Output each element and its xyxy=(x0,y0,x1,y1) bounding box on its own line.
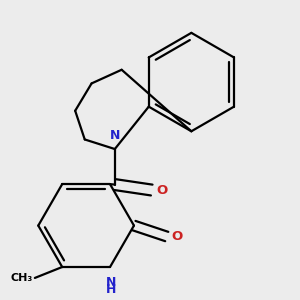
Text: N: N xyxy=(110,129,120,142)
Text: O: O xyxy=(157,184,168,196)
Text: O: O xyxy=(171,230,182,243)
Text: CH₃: CH₃ xyxy=(11,273,33,283)
Text: N: N xyxy=(106,276,117,289)
Text: H: H xyxy=(106,283,117,296)
